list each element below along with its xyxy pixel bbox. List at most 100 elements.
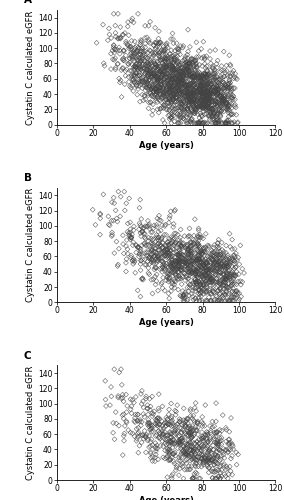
Point xyxy=(128,225,133,233)
Point xyxy=(188,118,193,126)
Point xyxy=(198,446,202,454)
Point xyxy=(197,118,201,126)
Point xyxy=(167,115,172,123)
Point xyxy=(178,226,183,234)
Point xyxy=(168,114,173,122)
Point xyxy=(205,92,210,100)
Point xyxy=(164,70,169,78)
Point xyxy=(169,255,174,263)
Point xyxy=(174,70,178,78)
Point xyxy=(185,428,190,436)
Point xyxy=(141,276,145,283)
Point xyxy=(172,82,176,90)
Point xyxy=(195,97,199,105)
Point xyxy=(161,104,166,112)
Point xyxy=(196,85,201,93)
Point xyxy=(149,234,153,242)
Point xyxy=(178,74,182,82)
Point xyxy=(148,57,153,65)
Point xyxy=(208,270,212,278)
Point xyxy=(166,58,170,66)
Point xyxy=(160,422,165,430)
Point xyxy=(197,262,202,270)
Point xyxy=(135,434,139,442)
Point xyxy=(207,274,211,282)
Point xyxy=(191,91,196,99)
Point xyxy=(131,256,135,264)
Point xyxy=(170,444,175,452)
Point xyxy=(129,234,134,242)
Point xyxy=(170,92,174,100)
Point xyxy=(176,86,181,94)
Point xyxy=(182,65,187,73)
Point xyxy=(210,423,215,431)
Point xyxy=(153,457,157,465)
Point xyxy=(189,60,193,68)
Point xyxy=(187,59,192,67)
Point xyxy=(197,114,202,122)
Point xyxy=(144,76,148,84)
Point xyxy=(139,44,143,52)
Point xyxy=(223,275,228,283)
Point xyxy=(171,107,175,115)
Point xyxy=(166,63,170,71)
Point xyxy=(112,56,116,64)
Point xyxy=(217,86,222,94)
Point xyxy=(181,57,185,65)
Point xyxy=(166,44,170,52)
Point xyxy=(202,90,206,98)
Point xyxy=(161,424,166,432)
Point xyxy=(181,110,186,118)
Point xyxy=(207,112,211,120)
Point xyxy=(192,80,197,88)
Point xyxy=(183,466,187,473)
Point xyxy=(172,276,176,283)
Point xyxy=(156,254,161,262)
Point xyxy=(205,260,209,268)
Point xyxy=(188,264,193,272)
Point xyxy=(175,110,180,118)
Point xyxy=(199,248,203,256)
Point xyxy=(212,296,217,304)
Point xyxy=(201,434,206,442)
Point xyxy=(212,96,217,104)
Point xyxy=(204,92,208,100)
Point xyxy=(172,246,176,254)
Point xyxy=(177,264,181,272)
Point xyxy=(159,216,163,224)
Point xyxy=(141,410,146,418)
Point xyxy=(194,459,198,467)
Point xyxy=(213,100,218,108)
Point xyxy=(208,453,212,461)
Point xyxy=(201,104,205,112)
Point xyxy=(143,432,148,440)
Point xyxy=(190,100,195,108)
Point xyxy=(156,246,160,254)
Point xyxy=(185,445,189,453)
Point xyxy=(207,107,211,115)
Point xyxy=(185,240,189,248)
Point xyxy=(102,62,107,70)
Point xyxy=(129,45,133,53)
Point xyxy=(131,48,135,56)
Point xyxy=(147,420,151,428)
Point xyxy=(184,66,189,74)
Point xyxy=(222,48,226,56)
Point xyxy=(153,57,157,65)
Point xyxy=(162,267,167,275)
Point xyxy=(187,62,191,70)
Point xyxy=(193,94,197,102)
Point xyxy=(176,87,180,95)
Point xyxy=(198,86,202,94)
Point xyxy=(181,98,186,106)
Point xyxy=(149,78,154,86)
Point xyxy=(216,286,220,294)
Point xyxy=(135,244,140,252)
Point xyxy=(218,277,222,285)
Point xyxy=(178,50,182,58)
Point xyxy=(229,93,234,101)
Point xyxy=(191,442,195,450)
Point xyxy=(205,259,210,267)
Point xyxy=(179,242,184,250)
Point xyxy=(206,70,211,78)
